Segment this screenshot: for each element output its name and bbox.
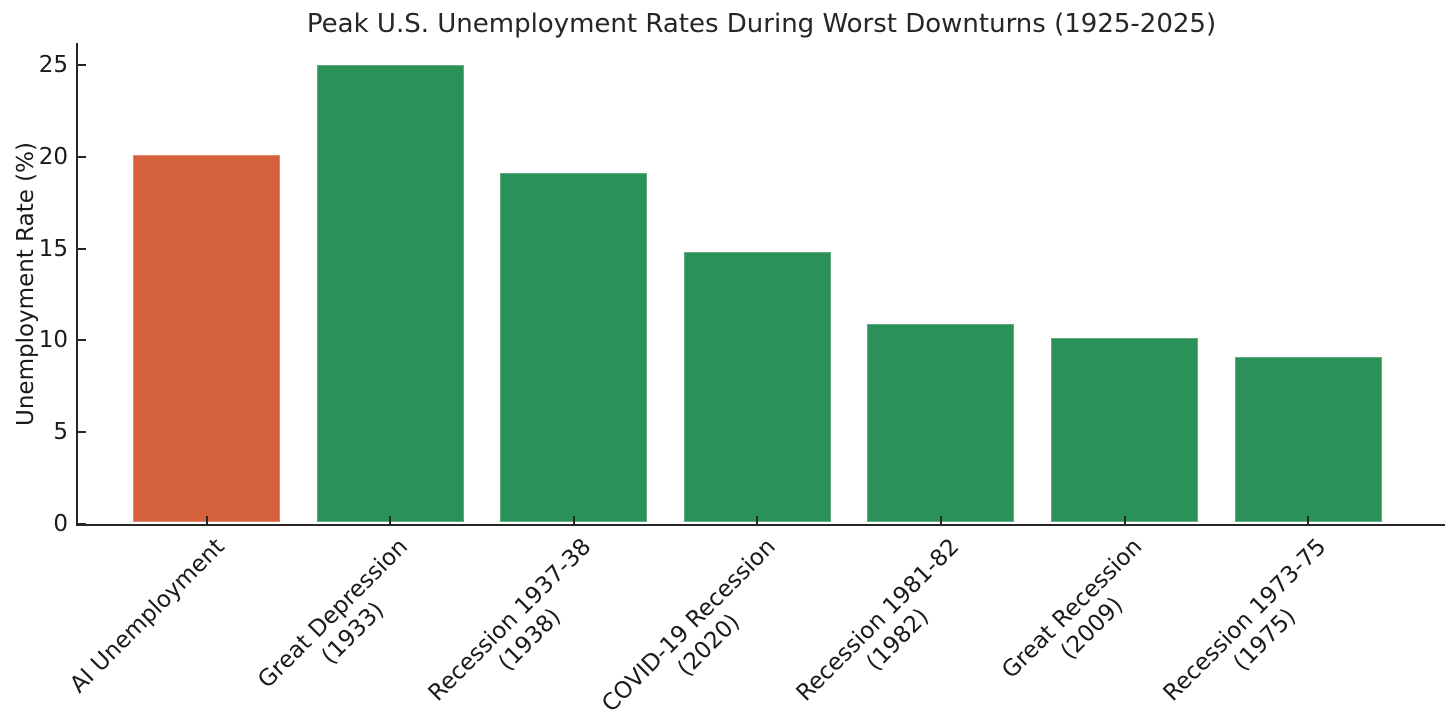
y-tick-label: 25 — [38, 52, 68, 78]
x-tick-label: Recession 1981-82 (1982) — [791, 533, 985, 723]
bar-great-recession-2009- — [1051, 338, 1198, 522]
plot-area — [76, 43, 1445, 526]
bar-covid-19-recession-2020- — [683, 252, 831, 522]
bar-recession-1981-82-1982- — [867, 323, 1015, 522]
bar-recession-1937-38-1938- — [500, 173, 648, 522]
x-tick-label: COVID-19 Recession (2020) — [596, 533, 801, 723]
y-tick-mark — [78, 431, 86, 434]
x-tick-label: AI Unemployment — [64, 533, 230, 699]
y-axis-label-text: Unemployment Rate (%) — [13, 142, 39, 426]
x-tick-label-line: Great Depression — [253, 533, 414, 694]
x-tick-mark — [1307, 516, 1310, 524]
x-tick-label: Recession 1973-75 (1975) — [1158, 533, 1352, 723]
y-tick-label: 5 — [53, 419, 68, 446]
y-tick-label: 15 — [38, 235, 68, 262]
y-tick-mark — [78, 247, 86, 250]
x-tick-mark — [756, 516, 759, 524]
x-tick-label-line: Recession 1937-38 — [424, 533, 597, 707]
x-tick-mark — [572, 516, 575, 524]
x-tick-label: Great Recession (2009) — [997, 533, 1168, 704]
x-tick-label-line: AI Unemployment — [65, 533, 230, 699]
x-tick-label-line: COVID-19 Recession — [596, 533, 781, 718]
bar-ai-unemployment — [133, 154, 280, 522]
bar-recession-1973-75-1975- — [1234, 356, 1382, 522]
x-tick-label-line: Recession 1973-75 — [1158, 533, 1332, 707]
x-tick-mark — [205, 516, 208, 524]
y-tick-label: 10 — [38, 327, 68, 354]
bar-great-depression-1933- — [316, 64, 464, 522]
y-tick-label: 0 — [53, 511, 68, 537]
y-tick-mark — [78, 64, 86, 66]
y-tick-mark — [78, 339, 86, 342]
y-axis-line — [76, 43, 78, 526]
x-tick-label: Great Depression (1933) — [253, 533, 434, 714]
x-tick-label: Recession 1937-38 (1938) — [423, 533, 617, 723]
chart-title: Peak U.S. Unemployment Rates During Wors… — [306, 9, 1217, 39]
x-axis-line — [76, 524, 1445, 526]
x-tick-label-line: Recession 1981-82 — [791, 533, 964, 707]
y-tick-mark — [78, 155, 86, 158]
y-tick-label: 20 — [38, 143, 68, 170]
x-tick-mark — [939, 516, 942, 524]
x-tick-mark — [389, 516, 392, 524]
y-tick-mark — [78, 523, 86, 525]
x-tick-mark — [1123, 516, 1126, 524]
